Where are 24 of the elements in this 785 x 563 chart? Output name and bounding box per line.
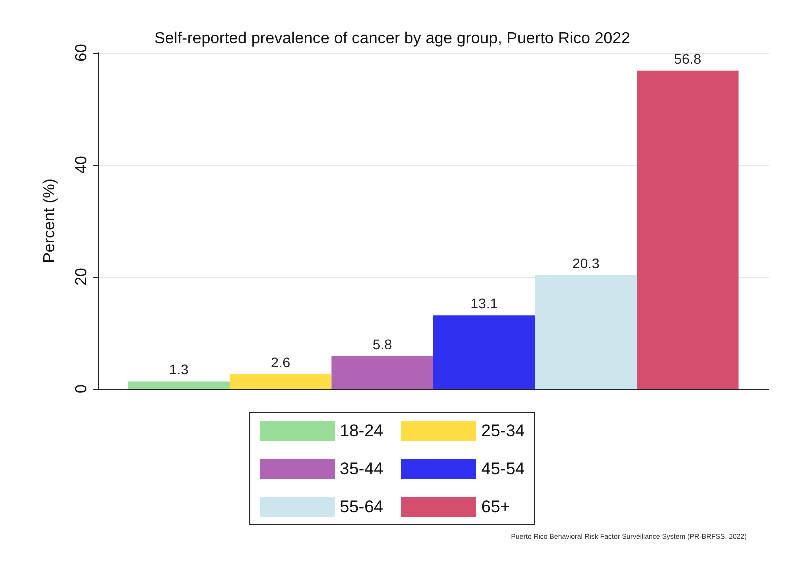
bar	[535, 275, 638, 389]
bar	[434, 316, 536, 389]
bar	[128, 382, 230, 389]
data-label: 56.8	[674, 50, 702, 67]
data-label: 2.6	[271, 354, 291, 370]
data-label: 1.3	[169, 362, 190, 378]
data-label: 20.3	[572, 255, 600, 272]
legend-label: 55-64	[340, 498, 384, 516]
y-tick-label: 0	[74, 384, 90, 394]
y-tick-label: 40	[74, 156, 90, 174]
data-label: 13.1	[470, 296, 498, 312]
bar	[332, 356, 434, 389]
legend-label: 25-34	[482, 422, 525, 440]
bar	[637, 70, 739, 389]
chart-title: Self-reported prevalence of cancer by age group, Puerto Rico 2022	[154, 30, 631, 48]
legend-label: 35-44	[340, 460, 384, 478]
legend-label: 18-24	[340, 422, 384, 440]
legend-label: 65+	[482, 498, 510, 516]
y-axis-title: Percent (%)	[42, 178, 58, 264]
legend-label: 45-54	[482, 460, 525, 478]
data-label: 5.8	[372, 336, 393, 353]
bar	[230, 374, 332, 389]
y-tick-label: 20	[74, 268, 90, 286]
y-tick-label: 60	[74, 44, 90, 62]
